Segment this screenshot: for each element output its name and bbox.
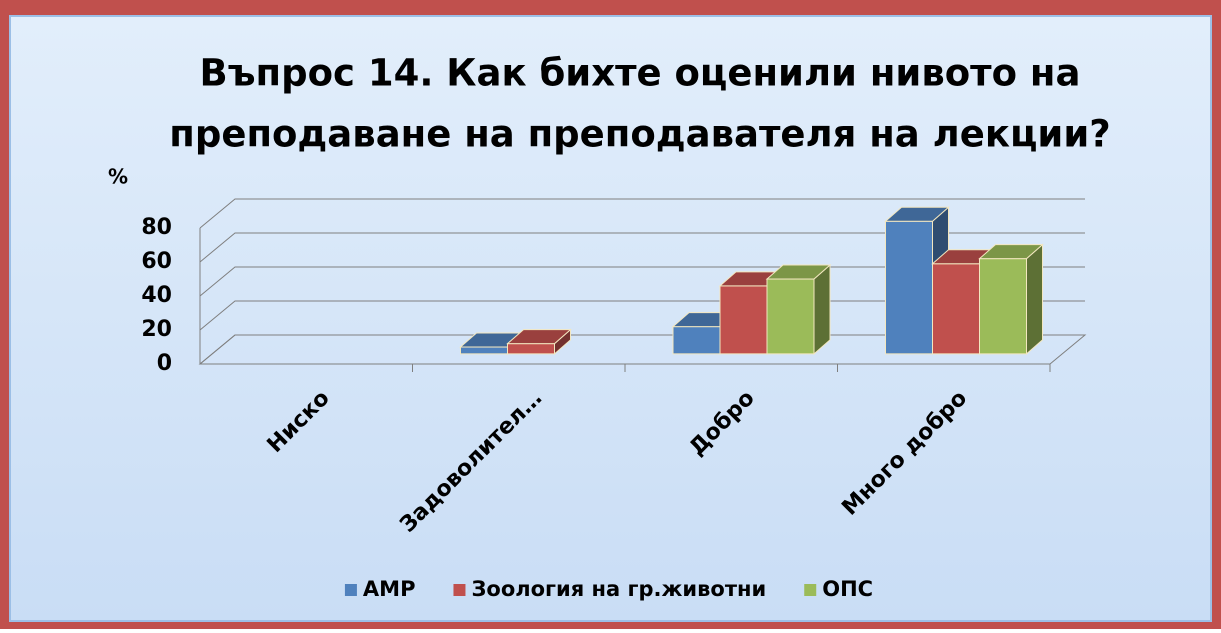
chart-title: Въпрос 14. Как бихте оценили нивото на <box>200 52 1081 95</box>
bar-side <box>813 263 831 355</box>
bar-front <box>672 326 721 355</box>
legend-label: ОПС <box>822 577 873 601</box>
bar-top <box>765 264 832 280</box>
legend-label: Зоология на гр.животни <box>471 577 766 601</box>
chart-title: преподаване на преподавателя на лекции? <box>169 113 1110 156</box>
legend-label: АМР <box>363 577 416 601</box>
y-tick-label: 80 <box>141 215 172 240</box>
bar-top <box>884 206 950 222</box>
bar-front <box>460 346 508 355</box>
grid-line <box>199 198 1085 229</box>
bar-side <box>1026 243 1043 355</box>
y-tick-label: 0 <box>157 351 172 376</box>
legend-swatch <box>804 584 817 596</box>
bar-top <box>506 329 572 345</box>
bar-front <box>766 278 815 355</box>
legend-item: АМР <box>344 577 416 601</box>
y-tick-label: 60 <box>141 249 172 274</box>
legend-item: Зоология на гр.животни <box>453 577 766 601</box>
y-tick-label: 40 <box>141 283 172 308</box>
bar-front <box>719 285 768 355</box>
bar-front <box>979 258 1027 355</box>
y-axis-label: % <box>108 165 128 189</box>
y-tick-label: 20 <box>141 317 172 342</box>
bar-front <box>932 263 980 355</box>
bar-top <box>978 244 1044 260</box>
legend-swatch <box>344 584 357 596</box>
legend-swatch <box>453 584 466 596</box>
legend-item: ОПС <box>804 577 873 601</box>
bar-front <box>885 220 933 355</box>
bar-front <box>507 343 555 355</box>
grid-line <box>199 232 1085 263</box>
